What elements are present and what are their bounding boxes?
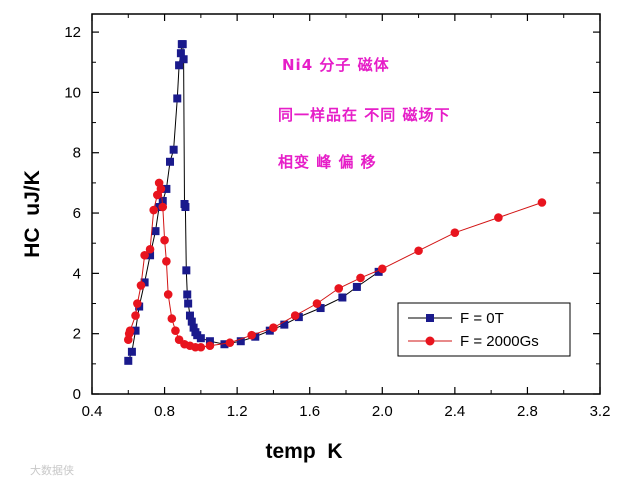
data-point — [127, 347, 136, 356]
data-point — [146, 251, 155, 260]
y-tick-label: 10 — [64, 84, 81, 101]
y-tick-label: 4 — [73, 265, 81, 282]
data-point — [166, 157, 175, 166]
data-point — [537, 198, 547, 207]
data-point — [185, 311, 194, 320]
data-point — [178, 40, 187, 49]
y-tick-label: 12 — [64, 24, 81, 41]
data-point — [156, 184, 166, 194]
data-point — [494, 213, 503, 222]
data-point — [312, 299, 322, 308]
data-point — [182, 266, 191, 275]
data-point — [196, 342, 206, 352]
data-point — [171, 326, 180, 335]
x-tick-label: 1.6 — [299, 403, 320, 420]
data-point — [247, 330, 256, 340]
data-point — [169, 145, 178, 154]
data-point — [316, 304, 325, 313]
data-point — [124, 356, 133, 365]
x-axis-title: temp K — [265, 440, 342, 463]
data-point — [145, 244, 155, 254]
legend-label-0t: F = 0T — [460, 310, 504, 327]
data-point — [352, 282, 361, 291]
watermark-text: 大数据侠 — [30, 463, 74, 477]
data-point — [176, 49, 185, 58]
data-point — [175, 61, 184, 70]
data-point — [183, 290, 192, 299]
legend: F = 0T F = 2000Gs — [397, 302, 571, 357]
x-tick-label: 2.0 — [372, 403, 393, 420]
annotation-3: 相变 峰 偏 移 — [278, 153, 377, 171]
data-point — [125, 326, 135, 335]
data-point — [158, 196, 167, 205]
data-point — [280, 320, 289, 329]
data-point — [414, 246, 423, 256]
legend-label-2000gs: F = 2000Gs — [460, 333, 539, 350]
data-point — [140, 250, 149, 260]
data-point — [374, 267, 383, 276]
legend-marker-2000gs — [425, 336, 435, 346]
data-point — [205, 337, 214, 346]
annotation-2: 同一样品在 不同 磁场下 — [278, 106, 450, 124]
y-tick-label: 2 — [73, 326, 81, 343]
data-point — [131, 311, 140, 320]
x-tick-label: 0.4 — [82, 403, 103, 420]
data-point — [173, 94, 182, 103]
data-point — [149, 205, 158, 215]
data-point — [158, 202, 168, 212]
data-point — [187, 317, 196, 326]
data-point — [189, 323, 198, 332]
data-point — [140, 278, 149, 287]
data-point — [377, 264, 387, 274]
x-tick-label: 1.2 — [227, 403, 248, 420]
data-point — [236, 337, 245, 346]
data-point — [179, 55, 188, 64]
y-axis: 0 2 4 6 8 10 12 — [64, 24, 600, 403]
series-line — [127, 43, 379, 361]
data-point — [290, 311, 300, 320]
data-point — [133, 299, 142, 308]
data-point — [265, 326, 274, 335]
data-point — [131, 326, 140, 335]
data-point — [196, 334, 205, 343]
data-point — [356, 273, 365, 283]
data-point — [269, 323, 278, 332]
x-axis: 0.4 0.8 1.2 1.6 2.0 2.4 2.8 3.2 — [82, 14, 611, 420]
data-point — [205, 341, 215, 351]
data-point — [136, 281, 146, 290]
annotation-1: Ni4 分子 磁体 — [282, 56, 390, 74]
x-tick-label: 2.8 — [517, 403, 538, 420]
legend-marker-0t — [426, 314, 434, 322]
x-tick-label: 0.8 — [154, 403, 175, 420]
data-point — [220, 340, 229, 349]
legend-box — [397, 302, 571, 357]
data-point — [225, 338, 235, 348]
y-tick-label: 6 — [73, 205, 81, 222]
data-point — [450, 228, 460, 237]
data-point — [151, 227, 160, 236]
data-point — [167, 314, 177, 323]
data-point — [334, 284, 344, 293]
x-tick-label: 3.2 — [590, 403, 611, 420]
data-point — [162, 184, 171, 193]
y-axis-title: HC uJ/K — [21, 170, 44, 258]
data-point — [160, 235, 169, 245]
data-point — [184, 299, 193, 308]
data-point — [163, 290, 173, 299]
data-point — [181, 203, 190, 212]
data-point — [162, 257, 171, 266]
y-tick-label: 0 — [73, 386, 81, 403]
x-tick-label: 2.4 — [444, 403, 465, 420]
series-layer — [123, 40, 547, 365]
y-tick-label: 8 — [73, 145, 81, 162]
data-point — [338, 293, 347, 302]
